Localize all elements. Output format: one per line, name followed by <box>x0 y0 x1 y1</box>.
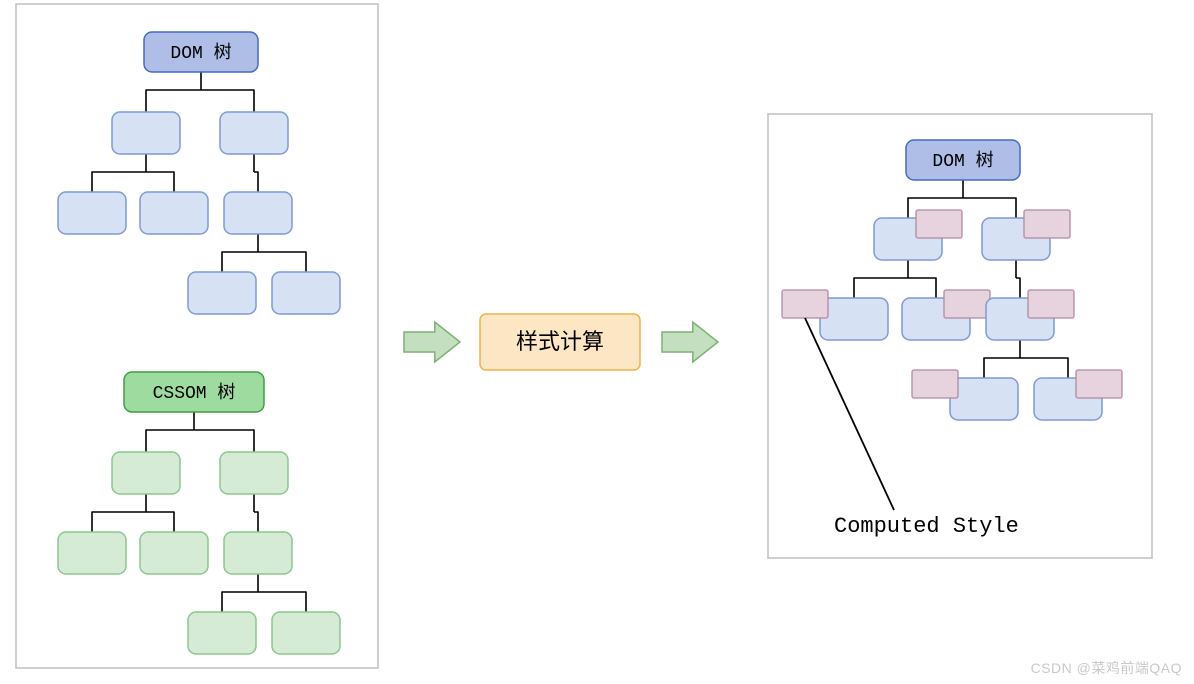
cssom-tree-input-node <box>272 612 340 654</box>
cssom-tree-input-root-label: CSSOM 树 <box>153 382 236 404</box>
dom-tree-input-node <box>140 192 208 234</box>
dom-tree-input-node <box>272 272 340 314</box>
dom-tree-input-node <box>224 192 292 234</box>
cssom-tree-input-node <box>220 452 288 494</box>
style-computation-diagram: 样式计算 DOM 树 CSSOM 树 DOM 树 Computed Style <box>0 0 1194 684</box>
cssom-tree-input-node <box>58 532 126 574</box>
dom-tree-output-root-label: DOM 树 <box>932 150 993 172</box>
computed-style-badge <box>944 290 990 318</box>
cssom-tree-input-node <box>188 612 256 654</box>
cssom-tree-input: CSSOM 树 <box>58 372 340 654</box>
dom-tree-input-node <box>112 112 180 154</box>
computed-style-badge <box>1024 210 1070 238</box>
cssom-tree-input-node <box>224 532 292 574</box>
cssom-tree-input-node <box>140 532 208 574</box>
dom-tree-input-node <box>188 272 256 314</box>
arrow-to-result <box>662 322 718 362</box>
computed-style-leader <box>805 318 894 510</box>
dom-tree-input-node <box>220 112 288 154</box>
dom-tree-output-node <box>820 298 888 340</box>
computed-style-badge <box>782 290 828 318</box>
arrow-to-calc <box>404 322 460 362</box>
computed-style-badge <box>1076 370 1122 398</box>
style-calc-label: 样式计算 <box>516 329 604 354</box>
dom-tree-output-node <box>950 378 1018 420</box>
computed-style-badge <box>916 210 962 238</box>
watermark-text: CSDN @菜鸡前端QAQ <box>1031 658 1182 678</box>
dom-tree-input: DOM 树 <box>58 32 340 314</box>
computed-style-badge <box>912 370 958 398</box>
cssom-tree-input-node <box>112 452 180 494</box>
dom-tree-input-root-label: DOM 树 <box>170 42 231 64</box>
computed-style-badge <box>1028 290 1074 318</box>
computed-style-label: Computed Style <box>834 514 1019 539</box>
dom-tree-input-node <box>58 192 126 234</box>
